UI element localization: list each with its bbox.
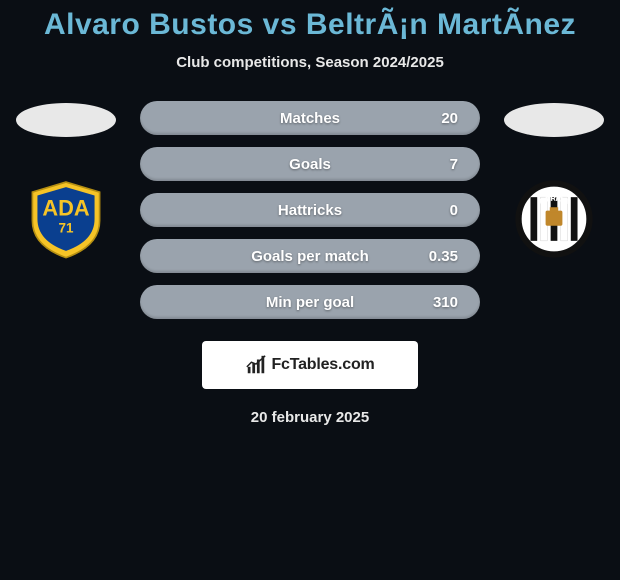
- stat-label: Matches: [164, 110, 456, 127]
- stat-value-right: 7: [450, 156, 458, 173]
- club-right-shield-icon: MERIDA MERIDA: [512, 177, 596, 261]
- stat-row: Goals per match 0.35: [140, 239, 480, 273]
- chart-icon: [245, 354, 267, 376]
- club-left-subtext: 71: [59, 220, 74, 235]
- stat-label: Goals: [164, 156, 456, 173]
- club-left-shield-icon: ADA 71: [24, 177, 108, 261]
- stat-row: Matches 20: [140, 101, 480, 135]
- main-area: ADA 71 Matches 20 Goals 7 Hattricks 0 Go…: [0, 99, 620, 319]
- stats-column: Matches 20 Goals 7 Hattricks 0 Goals per…: [140, 99, 480, 319]
- stat-row: Goals 7: [140, 147, 480, 181]
- page-title: Alvaro Bustos vs BeltrÃ¡n MartÃ­nez: [0, 8, 620, 42]
- stat-value-right: 0.35: [429, 248, 458, 265]
- stat-value-right: 20: [441, 110, 458, 127]
- stat-row: Hattricks 0: [140, 193, 480, 227]
- stat-value-right: 0: [450, 202, 458, 219]
- stat-label: Goals per match: [164, 248, 456, 265]
- club-right-badge: MERIDA MERIDA: [512, 177, 596, 261]
- footer-date: 20 february 2025: [0, 409, 620, 426]
- stat-label: Min per goal: [164, 294, 456, 311]
- club-left-badge: ADA 71: [24, 177, 108, 261]
- player-right-col: MERIDA MERIDA: [504, 99, 604, 261]
- brand-text: FcTables.com: [271, 356, 374, 374]
- stat-value-right: 310: [433, 294, 458, 311]
- stat-label: Hattricks: [164, 202, 456, 219]
- page-subtitle: Club competitions, Season 2024/2025: [0, 54, 620, 71]
- player-right-photo-placeholder: [504, 103, 604, 137]
- club-left-text: ADA: [42, 196, 90, 221]
- brand-badge: FcTables.com: [202, 341, 418, 389]
- player-left-photo-placeholder: [16, 103, 116, 137]
- player-left-col: ADA 71: [16, 99, 116, 261]
- stat-row: Min per goal 310: [140, 285, 480, 319]
